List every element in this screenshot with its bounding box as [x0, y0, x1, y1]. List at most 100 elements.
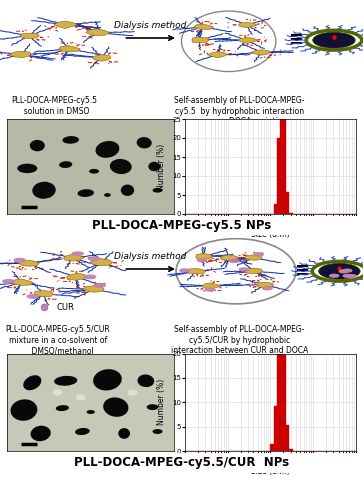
Text: PLL-DOCA-MPEG-cy5.5/CUR
mixture in a co-solvent of
    DMSO/methanol: PLL-DOCA-MPEG-cy5.5/CUR mixture in a co-…	[6, 325, 110, 355]
Bar	[283, 355, 286, 451]
Circle shape	[85, 275, 96, 278]
Circle shape	[339, 270, 348, 273]
Polygon shape	[9, 52, 31, 58]
Ellipse shape	[62, 136, 79, 143]
Circle shape	[229, 260, 239, 262]
Bar	[280, 49, 283, 214]
Text: CUR: CUR	[56, 302, 74, 312]
Ellipse shape	[152, 188, 163, 192]
Ellipse shape	[110, 159, 132, 174]
Ellipse shape	[118, 428, 130, 439]
Polygon shape	[86, 29, 110, 36]
Polygon shape	[11, 279, 33, 285]
Circle shape	[129, 390, 136, 395]
Ellipse shape	[121, 184, 134, 196]
Circle shape	[343, 274, 352, 278]
Bar	[289, 449, 293, 451]
Circle shape	[343, 269, 352, 272]
Polygon shape	[90, 258, 113, 266]
Polygon shape	[186, 268, 206, 274]
Polygon shape	[207, 52, 228, 58]
Ellipse shape	[30, 426, 51, 441]
Bar	[286, 426, 289, 451]
Ellipse shape	[152, 429, 163, 434]
Ellipse shape	[11, 400, 37, 421]
Polygon shape	[58, 46, 81, 52]
Polygon shape	[257, 282, 274, 288]
Ellipse shape	[136, 137, 152, 148]
Ellipse shape	[87, 410, 95, 414]
Circle shape	[27, 294, 38, 298]
Bar	[274, 204, 277, 214]
Circle shape	[72, 252, 83, 256]
Y-axis label: Number (%): Number (%)	[158, 144, 166, 190]
Y-axis label: Number (%): Number (%)	[158, 379, 166, 426]
Circle shape	[262, 287, 272, 290]
Polygon shape	[244, 254, 262, 260]
Ellipse shape	[319, 264, 360, 279]
Ellipse shape	[56, 405, 69, 411]
Ellipse shape	[104, 193, 111, 197]
X-axis label: Size (d.m): Size (d.m)	[251, 230, 290, 238]
Bar	[286, 192, 289, 214]
Ellipse shape	[54, 376, 77, 386]
Ellipse shape	[138, 374, 154, 387]
Polygon shape	[54, 21, 78, 28]
Circle shape	[14, 258, 25, 262]
Ellipse shape	[17, 164, 37, 173]
Circle shape	[197, 259, 207, 262]
Circle shape	[180, 269, 189, 272]
Ellipse shape	[89, 169, 99, 173]
Polygon shape	[251, 50, 270, 55]
Circle shape	[53, 390, 62, 395]
Bar	[270, 444, 274, 451]
Text: PLL-DOCA-MPEG-cy5.5/CUR  NPs: PLL-DOCA-MPEG-cy5.5/CUR NPs	[74, 456, 289, 469]
Polygon shape	[196, 254, 212, 260]
Ellipse shape	[59, 161, 72, 168]
Polygon shape	[82, 286, 104, 292]
Bar	[280, 272, 283, 451]
Polygon shape	[238, 22, 257, 28]
Bar	[277, 138, 280, 214]
Ellipse shape	[75, 428, 90, 435]
Ellipse shape	[313, 32, 355, 48]
Text: Dialysis method: Dialysis method	[114, 252, 187, 261]
Polygon shape	[192, 37, 209, 43]
Polygon shape	[66, 273, 87, 280]
X-axis label: Size (d.m): Size (d.m)	[251, 466, 290, 475]
Bar	[274, 406, 277, 451]
Circle shape	[94, 284, 105, 287]
Polygon shape	[202, 283, 220, 288]
Ellipse shape	[32, 182, 56, 199]
Ellipse shape	[30, 140, 45, 151]
Bar	[283, 108, 286, 214]
Ellipse shape	[93, 369, 122, 390]
Text: PLL-DOCA-MPEG-cy5.5
  solution in DMSO: PLL-DOCA-MPEG-cy5.5 solution in DMSO	[12, 96, 97, 116]
Polygon shape	[64, 254, 85, 261]
Polygon shape	[194, 24, 213, 30]
Polygon shape	[245, 268, 262, 274]
Polygon shape	[20, 33, 39, 38]
Ellipse shape	[23, 375, 41, 390]
Polygon shape	[238, 38, 257, 43]
Polygon shape	[92, 54, 111, 61]
Text: ≡: ≡	[288, 31, 303, 49]
Ellipse shape	[95, 141, 119, 158]
Circle shape	[205, 288, 215, 291]
Polygon shape	[34, 290, 53, 296]
Ellipse shape	[147, 404, 158, 410]
Circle shape	[330, 274, 339, 277]
Ellipse shape	[77, 189, 94, 197]
Circle shape	[77, 395, 85, 400]
Bar	[277, 320, 280, 451]
Text: Self-assembly of PLL-DOCA-MPEG-
cy5.5/CUR by hydrophobic
interaction between CUR: Self-assembly of PLL-DOCA-MPEG- cy5.5/CU…	[171, 325, 308, 355]
Circle shape	[347, 274, 356, 278]
Circle shape	[254, 253, 264, 256]
Polygon shape	[220, 255, 239, 260]
Polygon shape	[19, 260, 39, 266]
Ellipse shape	[103, 398, 129, 417]
Circle shape	[89, 257, 99, 260]
Text: ≡: ≡	[294, 262, 309, 280]
Bar	[289, 213, 293, 214]
Text: Self-assembly of PLL-DOCA-MPEG-
cy5.5  by hydrophobic interaction
   among DOCA : Self-assembly of PLL-DOCA-MPEG- cy5.5 by…	[174, 96, 305, 126]
